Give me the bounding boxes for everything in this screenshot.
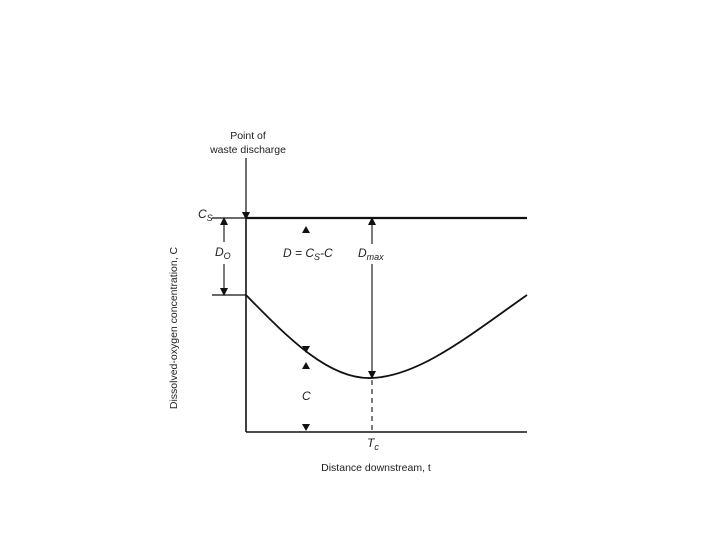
tc-label: Tc: [367, 436, 379, 452]
discharge-label-line2: waste discharge: [209, 144, 286, 156]
dmax-label: Dmax: [358, 246, 384, 262]
c-label: C: [302, 389, 311, 403]
oxygen-sag-curve: [245, 294, 528, 379]
c-arrowhead-top: [302, 362, 310, 369]
d0-label: DO: [215, 245, 231, 261]
deficit-arrowhead-bottom: [302, 346, 310, 353]
discharge-label-line1: Point of: [230, 130, 266, 142]
c-arrowhead-bottom: [302, 424, 310, 431]
x-axis-label: Distance downstream, t: [321, 462, 431, 474]
deficit-label: D = CS-C: [283, 246, 333, 262]
y-axis-label: Dissolved-oxygen concentration, C: [168, 246, 180, 409]
deficit-arrowhead-top: [302, 226, 310, 233]
cs-label: CS: [198, 207, 213, 223]
